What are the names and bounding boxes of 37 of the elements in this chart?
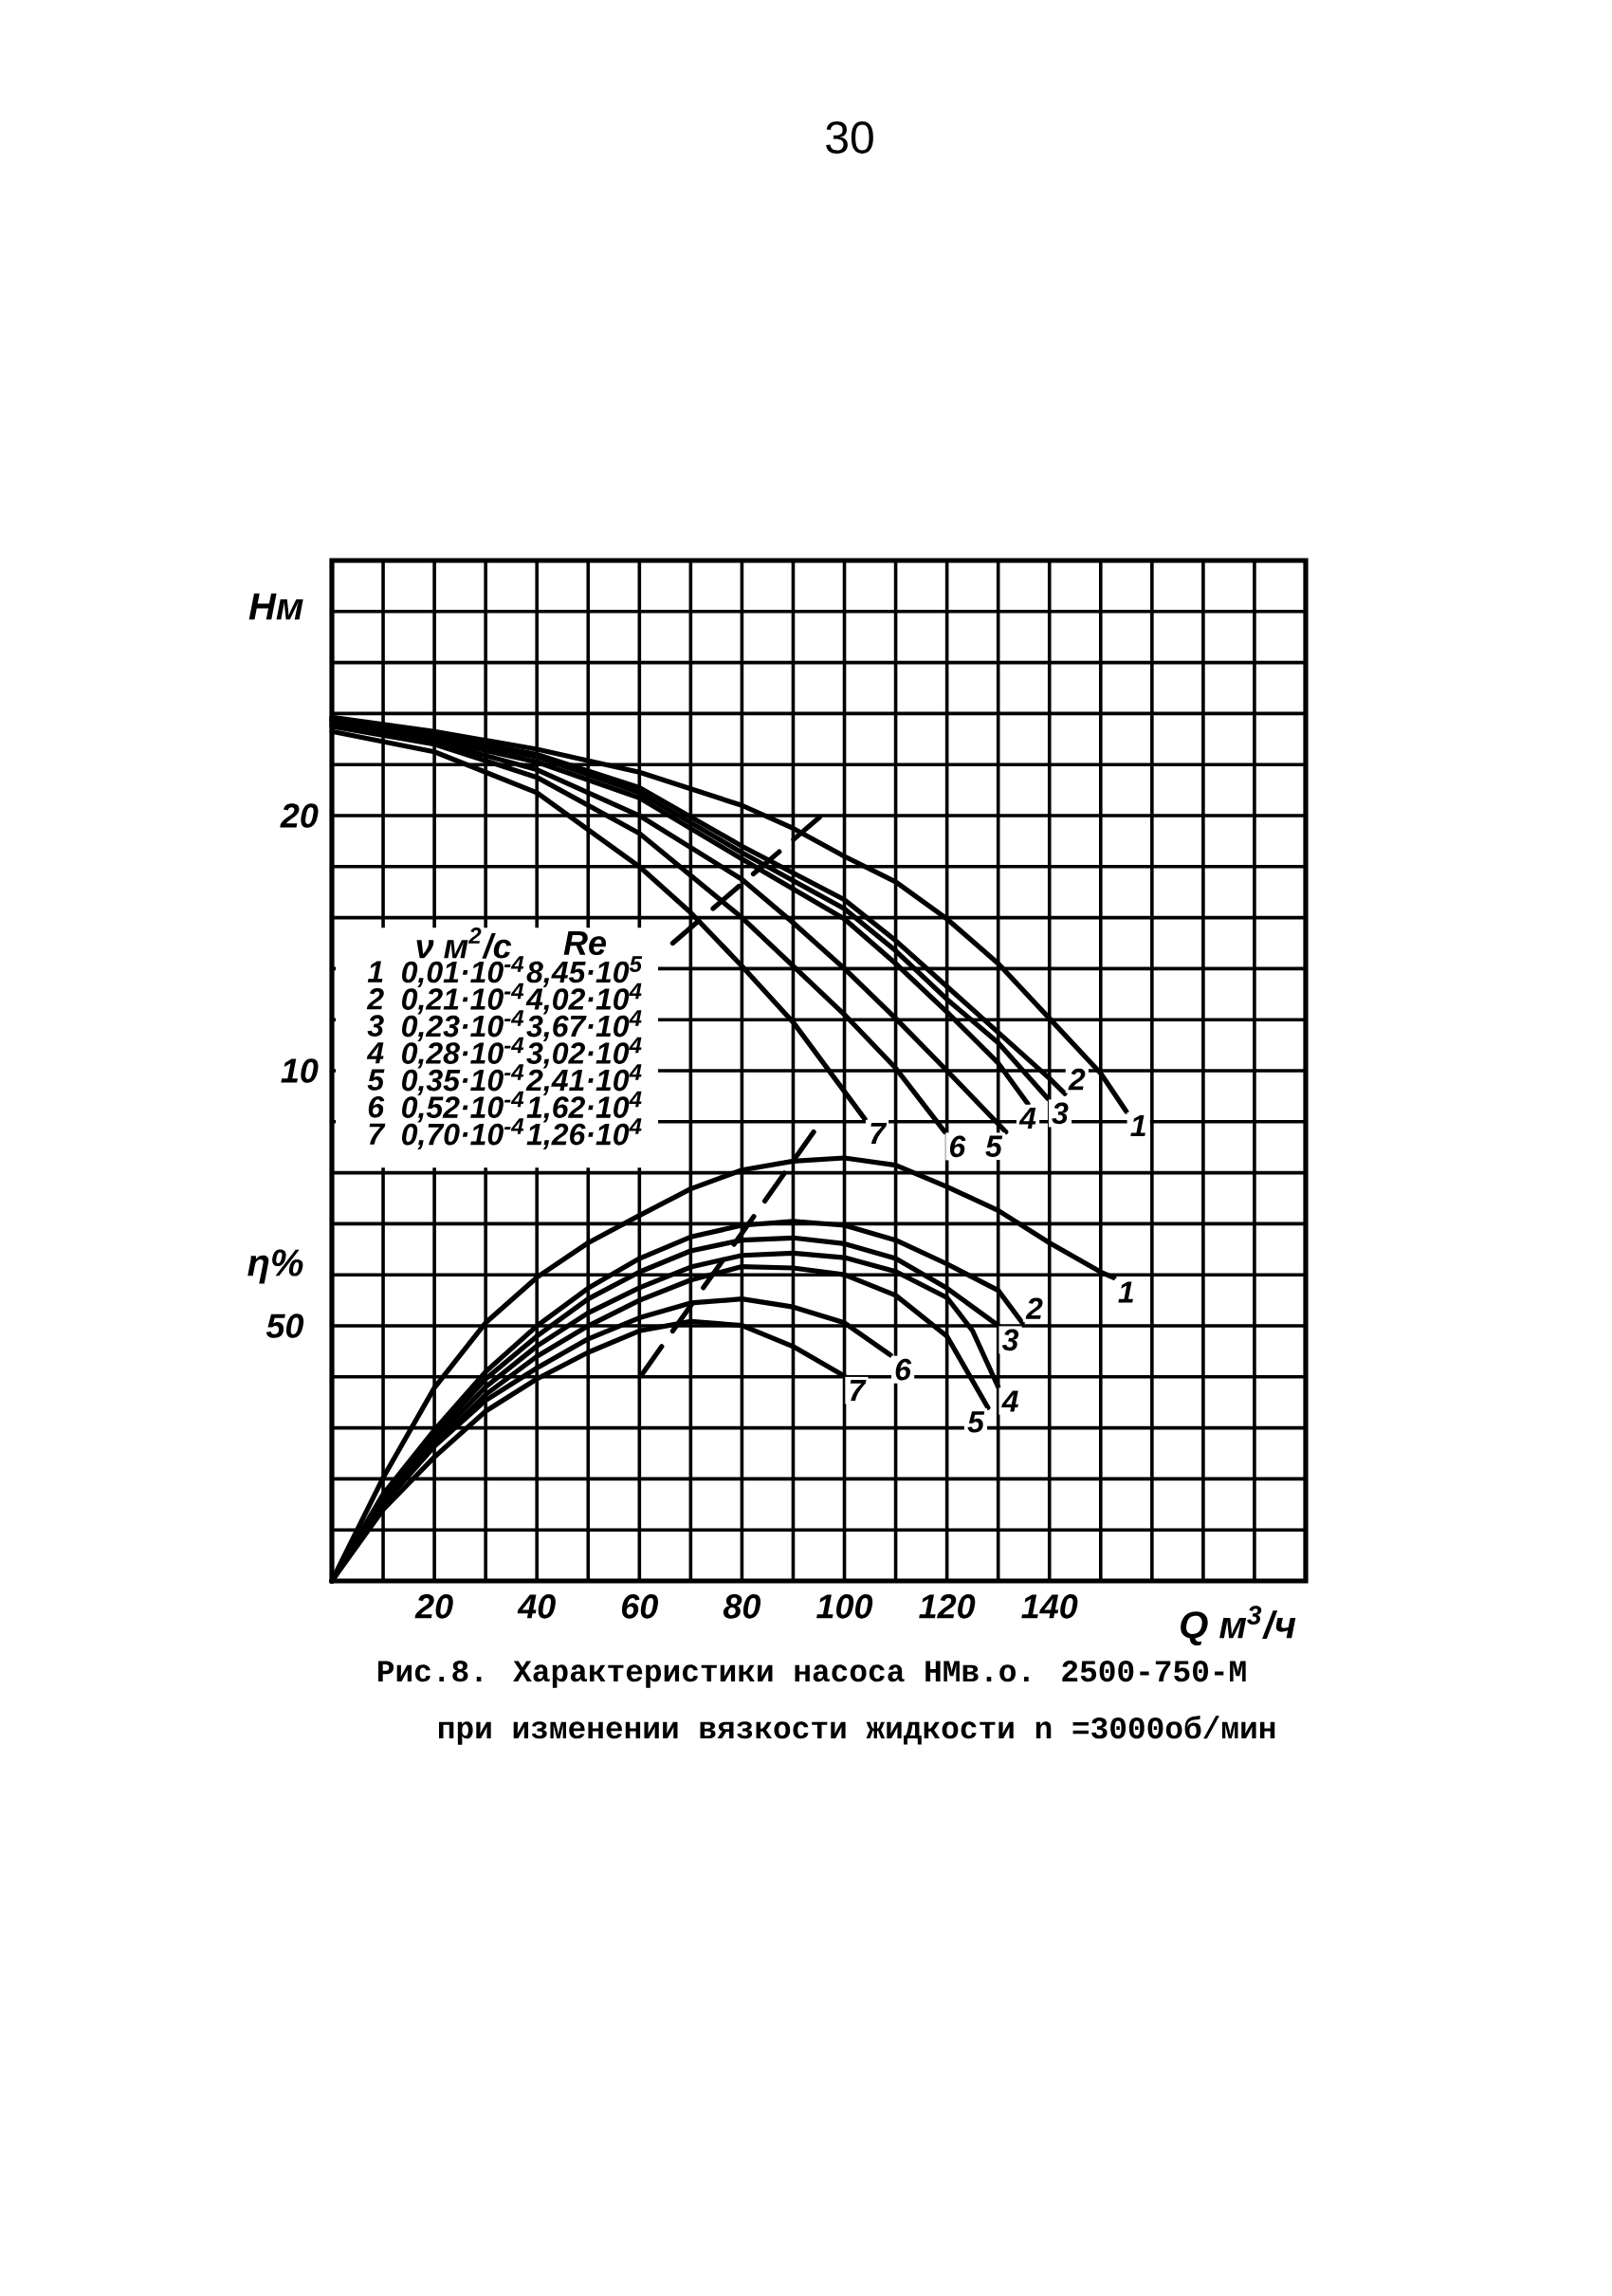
x-tick-label: 140 — [1021, 1594, 1078, 1619]
x-tick-label: 120 — [919, 1594, 976, 1619]
x-tick-label: 40 — [517, 1594, 556, 1619]
series-label: 4 — [1018, 1107, 1036, 1129]
text: при изменении вязкости жидкости n =3000об/мин — [439, 1715, 1275, 1745]
annotation: 1 — [367, 961, 383, 983]
series-label: 3 — [1052, 1102, 1069, 1125]
series-label: 1 — [1118, 1281, 1133, 1303]
annotation: 2 — [366, 987, 384, 1010]
y-axis-title: η% — [247, 1249, 303, 1284]
annotation: 6 — [368, 1095, 385, 1118]
x-tick-label: 100 — [816, 1594, 873, 1619]
series-label: 2 — [1025, 1297, 1043, 1319]
x-axis-title: Q м$^{3}$/ч — [1181, 1606, 1296, 1646]
series-label: 6 — [949, 1135, 966, 1158]
x-tick-label: 60 — [621, 1594, 659, 1619]
y-axis-title: Нм — [248, 593, 303, 620]
series-label: 4 — [1001, 1390, 1018, 1412]
series-label: 2 — [1068, 1068, 1086, 1091]
text: Рис.8. Характеристики насоса НМв.о. 2500-750-М — [378, 1661, 1246, 1688]
series-label: 5 — [967, 1411, 985, 1433]
series-label: 6 — [895, 1358, 912, 1381]
annotation: 4 — [366, 1042, 384, 1064]
y-tick-label: 10 — [281, 1058, 319, 1083]
x-tick-label: 80 — [723, 1594, 761, 1619]
series-label: 5 — [985, 1135, 1003, 1157]
x-tick-label: 20 — [414, 1594, 453, 1619]
annotation: 7 — [369, 1123, 386, 1145]
annotation: Re — [563, 930, 606, 956]
annotation: 5 — [367, 1069, 385, 1091]
series-label: 7 — [850, 1380, 867, 1402]
series-label: 7 — [870, 1123, 888, 1145]
annotation: 3 — [367, 1015, 384, 1037]
text: 30 — [826, 121, 873, 154]
series-label: 1 — [1130, 1115, 1145, 1137]
text: 50 — [266, 1313, 304, 1338]
series-label: 3 — [1001, 1329, 1019, 1351]
